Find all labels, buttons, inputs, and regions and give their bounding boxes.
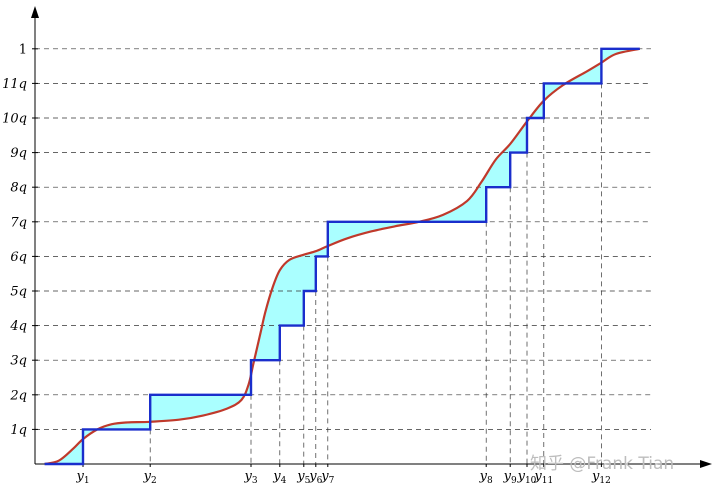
blue-step-function bbox=[44, 47, 640, 466]
y-tick-label: 6q bbox=[10, 250, 27, 265]
y-tick-label: 4q bbox=[9, 319, 27, 334]
x-tick-label: y2 bbox=[143, 469, 157, 486]
step-line bbox=[44, 47, 640, 466]
x-tick-label: y5 bbox=[296, 469, 310, 486]
y-tick-label: 11q bbox=[2, 77, 27, 92]
x-tick-label: y8 bbox=[479, 469, 493, 486]
watermark: 知乎 @Frank Tian bbox=[530, 454, 674, 474]
x-tick-label: y9 bbox=[503, 469, 517, 486]
x-tick-label: y4 bbox=[272, 469, 286, 486]
red-smooth-curve bbox=[44, 47, 641, 466]
x-tick-label: y11 bbox=[533, 469, 553, 486]
x-tick-label: y7 bbox=[320, 469, 334, 486]
y-tick-label: 3q bbox=[10, 354, 27, 369]
y-tick-label: 2q bbox=[9, 388, 27, 403]
x-tick-label: y12 bbox=[591, 469, 611, 486]
axes bbox=[31, 6, 712, 468]
x-tick-label: y3 bbox=[243, 469, 257, 486]
x-tick-label: y1 bbox=[75, 469, 89, 486]
x-axis-arrow bbox=[700, 460, 712, 468]
x-tick-label: y10 bbox=[517, 469, 537, 486]
dashed-guide-lines bbox=[35, 48, 651, 464]
y-axis-arrow bbox=[31, 6, 39, 18]
y-tick-label: 8q bbox=[10, 181, 27, 196]
y-tick-label: 10q bbox=[2, 112, 27, 127]
x-tick-label: y6 bbox=[308, 469, 322, 486]
y-tick-labels: 1q 2q 3q 4q 5q 6q 7q 8q 9q 10q 11q 1 bbox=[2, 42, 27, 438]
y-tick-label: 5q bbox=[10, 285, 27, 300]
y-tick-label: 1q bbox=[10, 423, 27, 438]
y-tick-label: 1 bbox=[19, 42, 27, 57]
curve-line bbox=[44, 47, 641, 466]
y-tick-label: 9q bbox=[10, 146, 27, 161]
y-tick-label: 7q bbox=[10, 215, 27, 230]
